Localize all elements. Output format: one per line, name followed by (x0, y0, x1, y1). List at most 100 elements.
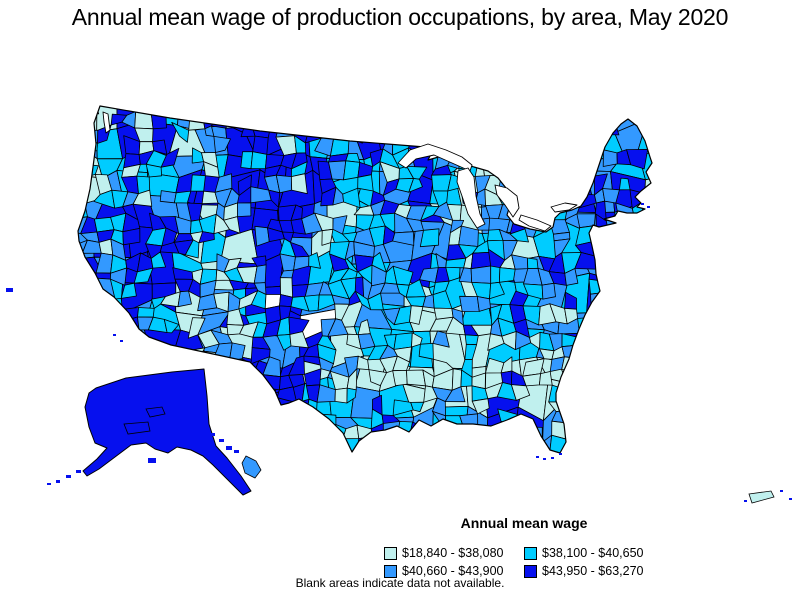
legend-label-class3: $40,660 - $43,900 (402, 564, 504, 578)
map-area-cell (496, 123, 519, 138)
map-area-cell (124, 450, 140, 453)
map-area-cell (210, 368, 230, 389)
map-area-cell (632, 372, 648, 385)
map-area-cell (369, 106, 388, 117)
map-area-cell (375, 106, 411, 128)
map-area-cell (523, 190, 544, 208)
map-area-cell (567, 433, 582, 453)
map-area-cell (551, 161, 568, 182)
map-area-cell (634, 357, 648, 377)
map-area-cell (641, 360, 652, 392)
map-area-cell (617, 300, 642, 340)
map-area-cell (409, 421, 426, 442)
map-area-cell (531, 153, 561, 187)
map-area-cell (274, 106, 311, 130)
map-area-cell (576, 450, 596, 453)
map-area-cell (562, 382, 582, 403)
map-area-cell (308, 252, 321, 269)
map-area-cell (214, 106, 233, 117)
island-speck (76, 470, 81, 473)
map-area-cell (334, 387, 348, 404)
map-area-cell (272, 409, 306, 433)
map-area-cell (408, 178, 423, 193)
map-area-cell (355, 447, 374, 453)
map-area-cell (419, 440, 440, 453)
map-area-cell (614, 375, 636, 389)
map-area-cell (392, 369, 408, 387)
map-area-cell (518, 129, 542, 160)
map-area-cell (444, 386, 466, 403)
map-area-cell (78, 292, 85, 310)
map-area-cell (470, 265, 492, 284)
map-area-cell (198, 231, 215, 244)
map-area-cell (577, 121, 593, 143)
map-area-cell (188, 109, 206, 131)
map-area-cell (561, 333, 581, 348)
map-area-cell (78, 351, 93, 391)
legend-title: Annual mean wage (460, 515, 588, 531)
map-area-cell (638, 304, 652, 339)
alaska (82, 368, 252, 496)
map-area-cell (588, 408, 609, 428)
lake-huron (494, 184, 520, 218)
map-area-cell (177, 290, 192, 308)
map-area-cell (137, 307, 155, 318)
map-area-cell (230, 394, 238, 414)
map-area-cell (290, 173, 308, 195)
map-area-cell (564, 268, 579, 286)
map-area-cell (551, 141, 568, 151)
page-title: Annual mean wage of production occupatio… (71, 4, 729, 30)
map-area-cell (383, 451, 402, 453)
puerto-rico-island (748, 490, 775, 504)
map-area-cell (78, 149, 89, 168)
map-area-cell (574, 369, 593, 386)
map-area-cell (343, 106, 357, 113)
map-area-cell (302, 433, 322, 453)
map-area-cell (577, 317, 597, 339)
map-area-cell (244, 392, 276, 421)
map-area-cell (431, 429, 466, 453)
map-area-cell (395, 116, 414, 131)
map-area-cell (78, 106, 98, 133)
map-area-cell (641, 407, 652, 429)
map-area-cell (80, 357, 101, 377)
map-area-cell (445, 424, 465, 443)
map-area-cell (654, 283, 670, 298)
legend-label-class4: $43,950 - $63,270 (542, 564, 644, 578)
map-area-cell (422, 106, 437, 117)
map-area-cell (609, 278, 640, 307)
map-area-cell (120, 282, 137, 299)
map-area-cell (490, 265, 501, 284)
map-area-cell (78, 452, 88, 453)
map-area-cell (147, 449, 166, 453)
map-area-cell (98, 238, 114, 256)
map-area-cell (323, 106, 359, 126)
hawaii (241, 455, 262, 479)
map-area-cell (600, 397, 620, 416)
puget-sound (102, 111, 111, 134)
map-area-cell (163, 318, 180, 334)
map-area-cell (459, 295, 480, 312)
island-speck (780, 490, 783, 492)
small-islands (6, 203, 792, 502)
map-area-cell (307, 106, 336, 130)
map-area-cell (350, 107, 389, 126)
map-area-cell (236, 385, 254, 399)
map-area-cell (513, 172, 547, 208)
map-area-cell (78, 305, 88, 325)
map-area-cell (587, 109, 605, 130)
island-speck (113, 334, 116, 336)
map-area-cell (553, 149, 568, 164)
map-area-cell (609, 361, 648, 393)
map-area-cell (223, 216, 241, 234)
map-area-cell (641, 121, 652, 141)
map-area-cell (612, 403, 652, 444)
map-area-cell (159, 190, 177, 204)
map-area-cell (627, 291, 643, 313)
map-area-cell (609, 390, 652, 406)
map-area-cell (80, 375, 100, 390)
map-area-cell (605, 387, 623, 400)
map-area-cell (509, 136, 527, 155)
map-area-cell (78, 398, 87, 416)
